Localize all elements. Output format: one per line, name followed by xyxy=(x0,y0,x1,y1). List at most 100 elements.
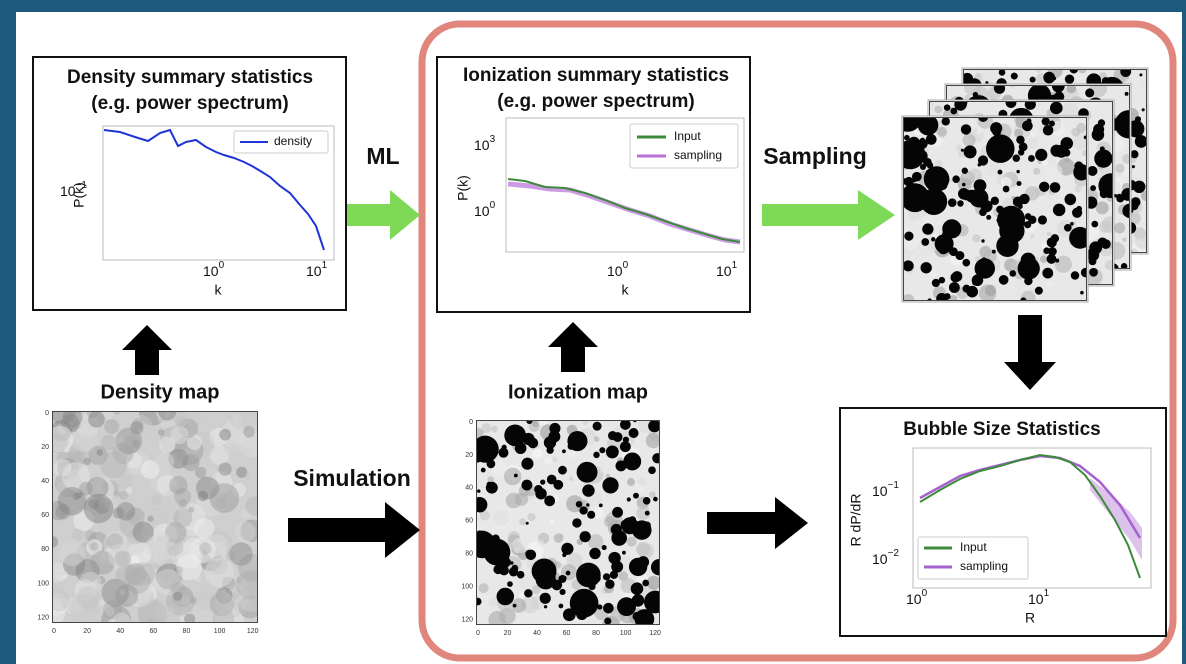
box-title: (e.g. power spectrum) xyxy=(91,93,288,114)
ionized-bubble xyxy=(1019,194,1029,204)
ionized-bubble xyxy=(1050,145,1062,157)
ionized-bubble xyxy=(589,548,600,559)
ionized-bubble xyxy=(526,553,532,559)
ionized-bubble xyxy=(602,545,607,550)
ionized-bubble xyxy=(942,230,953,241)
ionized-bubble xyxy=(587,511,595,519)
map-tick-label: 20 xyxy=(83,628,91,635)
texture-blob xyxy=(219,429,231,441)
ionized-bubble xyxy=(962,168,968,174)
density-texture xyxy=(43,398,266,636)
texture-blob xyxy=(1080,75,1085,80)
map-tick-label: 0 xyxy=(476,630,480,637)
ionized-bubble xyxy=(999,69,1006,76)
ionized-bubble xyxy=(498,448,508,458)
ionized-bubble xyxy=(1064,224,1072,232)
texture-blob xyxy=(197,580,212,595)
ionized-bubble xyxy=(1011,73,1018,80)
texture-blob xyxy=(235,522,256,543)
ionized-bubble xyxy=(1027,118,1032,123)
ionized-bubble xyxy=(602,477,618,493)
texture-blob xyxy=(554,533,564,543)
ionization-texture xyxy=(894,104,1091,306)
map-tick-label: 20 xyxy=(504,630,512,637)
ionized-bubble xyxy=(1085,88,1094,97)
texture-blob xyxy=(169,476,187,494)
texture-blob xyxy=(208,591,235,618)
ionized-bubble xyxy=(1039,182,1049,192)
ionized-bubble xyxy=(593,422,602,431)
axis-label: P(k) xyxy=(455,175,471,201)
ionized-bubble xyxy=(582,484,594,496)
map-tick-label: 60 xyxy=(41,512,49,519)
texture-blob xyxy=(198,491,208,501)
texture-blob xyxy=(544,456,553,465)
texture-blob xyxy=(60,541,85,566)
ionized-bubble xyxy=(653,497,658,502)
ionized-bubble xyxy=(937,180,947,190)
ionized-bubble xyxy=(643,522,651,530)
ionized-bubble xyxy=(1139,73,1142,76)
texture-blob xyxy=(96,449,103,456)
map-label: Density map xyxy=(101,381,220,403)
ionized-bubble xyxy=(1049,121,1055,127)
texture-blob xyxy=(117,502,136,521)
texture-blob xyxy=(171,426,189,444)
map-tick-label: 0 xyxy=(45,410,49,417)
texture-blob xyxy=(151,495,162,506)
texture-blob xyxy=(115,584,138,607)
texture-blob xyxy=(209,483,239,513)
map-tick-label: 100 xyxy=(214,628,226,635)
ionized-bubble xyxy=(920,138,925,143)
texture-blob xyxy=(1030,234,1034,238)
ionized-bubble xyxy=(1091,221,1098,228)
ionized-bubble xyxy=(1013,155,1020,162)
map-tick-label: 80 xyxy=(41,546,49,553)
ionization-texture xyxy=(468,415,667,634)
ionized-bubble xyxy=(579,506,587,514)
ionized-bubble xyxy=(903,260,914,271)
ionized-bubble xyxy=(547,475,557,485)
ionized-bubble xyxy=(645,599,653,607)
ionized-bubble xyxy=(645,511,650,516)
ionized-bubble xyxy=(926,134,937,145)
texture-blob xyxy=(93,464,102,473)
sampled-maps xyxy=(894,63,1152,306)
texture-blob xyxy=(493,510,509,526)
ionized-bubble xyxy=(568,443,575,450)
ionized-bubble xyxy=(515,442,527,454)
texture-blob xyxy=(1040,256,1047,263)
box-title: Bubble Size Statistics xyxy=(903,419,1100,440)
ionized-bubble xyxy=(627,610,630,613)
ionized-bubble xyxy=(973,92,978,97)
texture-blob xyxy=(116,428,142,454)
ionized-bubble xyxy=(1016,181,1021,186)
map-tick-label: 40 xyxy=(465,485,473,492)
ionized-bubble xyxy=(544,605,547,608)
ionized-bubble xyxy=(526,522,529,525)
texture-blob xyxy=(550,519,555,524)
ionized-bubble xyxy=(1076,206,1082,212)
ionized-bubble xyxy=(604,617,611,624)
ionized-bubble xyxy=(1094,149,1112,167)
ionized-bubble xyxy=(597,604,602,609)
texture-blob xyxy=(1122,237,1127,242)
ionized-bubble xyxy=(1043,72,1055,84)
ionized-bubble xyxy=(576,501,582,507)
ionized-bubble xyxy=(1055,259,1059,263)
ionized-bubble xyxy=(996,206,1004,214)
map-tick-label: 100 xyxy=(620,630,632,637)
ionized-bubble xyxy=(1035,149,1047,161)
ionized-bubble xyxy=(500,544,509,553)
texture-blob xyxy=(101,435,117,451)
ionized-bubble xyxy=(1131,197,1141,207)
ionized-bubble xyxy=(559,589,565,595)
ionized-bubble xyxy=(1047,254,1057,264)
map-tick-label: 120 xyxy=(247,628,259,635)
ionized-bubble xyxy=(942,117,950,125)
map-tick-label: 120 xyxy=(461,617,473,624)
ionized-bubble xyxy=(629,516,636,523)
ionized-bubble xyxy=(1028,155,1035,162)
ionized-bubble xyxy=(1130,150,1138,158)
texture-blob xyxy=(54,459,72,477)
